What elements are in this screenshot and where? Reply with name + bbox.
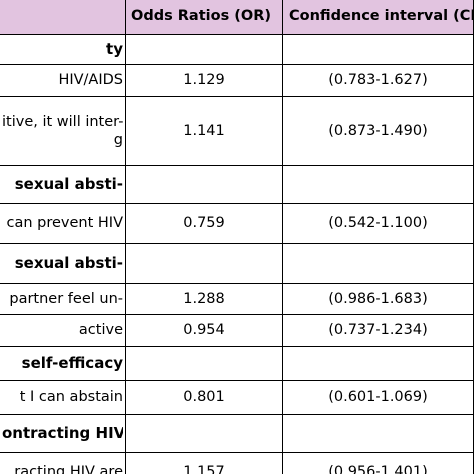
row-divider xyxy=(0,380,474,381)
confidence-interval-value: (0.956-1.401) xyxy=(328,464,428,474)
variable-label: racting HIV are xyxy=(14,464,123,474)
column-divider xyxy=(282,0,283,474)
variable-label: partner feel un- xyxy=(9,290,123,307)
odds-ratio-value: 0.801 xyxy=(183,389,225,405)
odds-ratio-value: 1.288 xyxy=(183,290,225,307)
column-divider xyxy=(125,0,126,474)
row-divider xyxy=(0,64,474,65)
confidence-interval-value: (0.986-1.683) xyxy=(328,290,428,307)
odds-ratio-value: 1.141 xyxy=(183,122,225,139)
confidence-interval-value: (0.601-1.069) xyxy=(328,389,428,405)
row-divider xyxy=(0,283,474,284)
section-label: sexual absti- xyxy=(14,254,123,272)
odds-ratio-value: 1.157 xyxy=(183,464,225,474)
variable-label: itive, it will inter- xyxy=(2,113,123,130)
odds-ratio-value: 0.954 xyxy=(183,322,225,338)
confidence-interval-value: (0.873-1.490) xyxy=(328,122,428,139)
table-header-row xyxy=(0,0,474,34)
header-confidence-interval: Confidence interval (CI) xyxy=(289,8,474,24)
variable-label: can prevent HIV xyxy=(6,215,123,231)
row-divider xyxy=(0,452,474,453)
variable-label: HIV/AIDS xyxy=(58,72,123,88)
section-label: self-efficacy xyxy=(21,354,123,372)
variable-label: active xyxy=(78,322,123,338)
row-divider xyxy=(0,243,474,244)
row-divider xyxy=(0,346,474,347)
section-label: ty xyxy=(106,40,123,58)
confidence-interval-value: (0.783-1.627) xyxy=(328,72,428,88)
header-odds-ratios: Odds Ratios (OR) xyxy=(131,8,272,24)
row-divider xyxy=(0,96,474,97)
odds-ratio-value: 1.129 xyxy=(183,72,225,88)
row-divider xyxy=(0,34,474,35)
odds-ratio-value: 0.759 xyxy=(183,215,225,231)
row-divider xyxy=(0,165,474,166)
confidence-interval-value: (0.542-1.100) xyxy=(328,215,428,231)
variable-label: t I can abstain xyxy=(19,389,123,405)
row-divider xyxy=(0,414,474,415)
row-divider xyxy=(0,314,474,315)
confidence-interval-value: (0.737-1.234) xyxy=(328,322,428,338)
row-divider xyxy=(0,203,474,204)
section-label: ontracting HIV xyxy=(2,424,123,442)
section-label: sexual absti- xyxy=(14,175,123,193)
variable-label: g xyxy=(113,131,123,148)
